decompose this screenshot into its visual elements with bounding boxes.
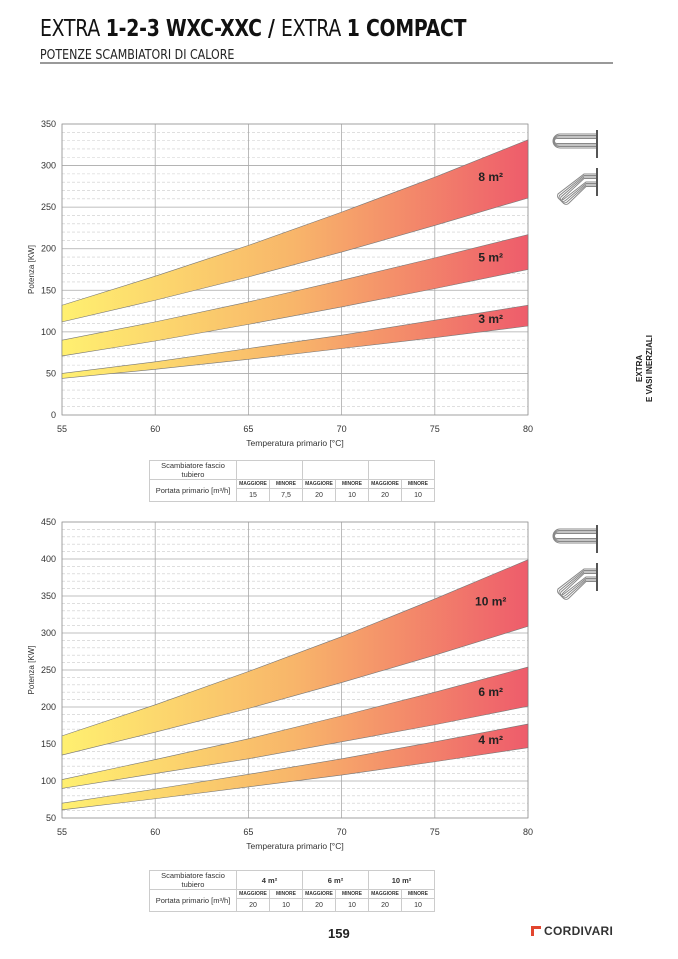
y-tick-label: 400 (41, 554, 56, 564)
table-row-label: Portata primario [m³/h] (149, 889, 237, 912)
y-tick-label: 350 (41, 119, 56, 129)
table-subheader: MAGGIORE (368, 889, 402, 899)
x-axis-title: Temperatura primario [°C] (246, 438, 343, 448)
table-cell: 20 (302, 898, 336, 912)
table-group-header: 6 m² (302, 870, 369, 890)
table-cell: 20 (302, 488, 336, 502)
table-row-label: Scambiatore fascio tubiero (149, 870, 237, 890)
brand-mark-icon (531, 926, 541, 936)
page-subtitle: POTENZE SCAMBIATORI DI CALORE (40, 48, 235, 63)
inclined-exchanger-icon (557, 168, 598, 205)
y-tick-label: 50 (46, 368, 56, 378)
chart2-table: Scambiatore fascio tubiero 4 m² 6 m² 10 m² P… (149, 870, 435, 912)
x-tick-label: 55 (57, 424, 67, 434)
y-tick-label: 100 (41, 776, 56, 786)
y-tick-label: 450 (41, 517, 56, 527)
band-2 (61, 723, 529, 811)
table-subheader: MAGGIORE (368, 479, 402, 489)
band-label: 3 m² (478, 312, 503, 326)
y-axis-title: Potenza [KW] (27, 646, 36, 695)
page-title: EXTRA 1-2-3 WXC-XXC / EXTRA 1 COMPACT (40, 16, 467, 42)
y-tick-label: 250 (41, 665, 56, 675)
table-cell: 10 (335, 898, 369, 912)
y-tick-label: 250 (41, 202, 56, 212)
table-subheader: MINORE (269, 479, 303, 489)
y-tick-label: 200 (41, 244, 56, 254)
x-tick-label: 65 (243, 827, 253, 837)
band-2 (61, 304, 529, 379)
x-tick-label: 75 (430, 424, 440, 434)
x-axis-title: Temperatura primario [°C] (246, 841, 343, 851)
table-subheader: MINORE (401, 479, 435, 489)
page-number: 159 (328, 926, 350, 941)
header-divider (40, 62, 613, 64)
table-group-header (368, 460, 435, 480)
chart-2: 10 m² 6 m² 4 m² 50 100 150 200 250 300 350 400 450 5… (27, 517, 533, 851)
band-1 (61, 234, 529, 357)
chart-1: 8 m² 5 m² 3 m² 0 50 100 150 200 250 300 350 55 60 65 7… (27, 119, 533, 448)
y-axis-title: Potenza [KW] (27, 245, 36, 294)
table-cell: 10 (269, 898, 303, 912)
table-subheader: MAGGIORE (236, 889, 270, 899)
brand-logo: CORDIVARI (531, 924, 613, 938)
y-tick-label: 300 (41, 161, 56, 171)
x-tick-label: 60 (150, 424, 160, 434)
band-label: 8 m² (478, 170, 503, 184)
table-subheader: MINORE (335, 889, 369, 899)
band-label: 6 m² (478, 685, 503, 699)
table-subheader: MINORE (401, 889, 435, 899)
table-group-header (236, 460, 303, 480)
y-tick-label: 100 (41, 327, 56, 337)
y-tick-label: 300 (41, 628, 56, 638)
table-subheader: MINORE (269, 889, 303, 899)
inclined-exchanger-icon (557, 563, 598, 600)
table-group-header: 4 m² (236, 870, 303, 890)
y-tick-label: 150 (41, 285, 56, 295)
table-cell: 10 (401, 898, 435, 912)
table-cell: 7,5 (269, 488, 303, 502)
table-cell: 15 (236, 488, 270, 502)
x-tick-label: 65 (243, 424, 253, 434)
table-row-label: Portata primario [m³/h] (149, 479, 237, 502)
side-tab: EXTRA E VASI INERZIALI (635, 335, 654, 402)
x-tick-label: 60 (150, 827, 160, 837)
heat-exchanger-icon (552, 130, 598, 158)
table-group-header (302, 460, 369, 480)
table-cell: 20 (236, 898, 270, 912)
band-1 (61, 666, 529, 789)
table-subheader: MAGGIORE (302, 889, 336, 899)
band-label: 5 m² (478, 250, 503, 264)
table-subheader: MAGGIORE (236, 479, 270, 489)
x-tick-label: 55 (57, 827, 67, 837)
x-tick-label: 80 (523, 827, 533, 837)
table-group-header: 10 m² (368, 870, 435, 890)
x-tick-label: 70 (337, 424, 347, 434)
band-label: 10 m² (475, 595, 506, 609)
table-row-label: Scambiatore fascio tubiero (149, 460, 237, 480)
table-subheader: MAGGIORE (302, 479, 336, 489)
y-tick-label: 200 (41, 702, 56, 712)
band-0 (61, 139, 529, 323)
table-cell: 10 (401, 488, 435, 502)
chart1-table: Scambiatore fascio tubiero Portata primar… (149, 460, 435, 502)
y-tick-label: 50 (46, 813, 56, 823)
table-cell: 10 (335, 488, 369, 502)
y-tick-label: 150 (41, 739, 56, 749)
y-tick-label: 0 (51, 410, 56, 420)
band-label: 4 m² (478, 733, 503, 747)
band-0 (61, 559, 529, 756)
x-tick-label: 80 (523, 424, 533, 434)
x-tick-label: 70 (337, 827, 347, 837)
table-subheader: MINORE (335, 479, 369, 489)
heat-exchanger-icon (552, 525, 598, 553)
table-cell: 20 (368, 898, 402, 912)
y-tick-label: 350 (41, 591, 56, 601)
table-cell: 20 (368, 488, 402, 502)
x-tick-label: 75 (430, 827, 440, 837)
